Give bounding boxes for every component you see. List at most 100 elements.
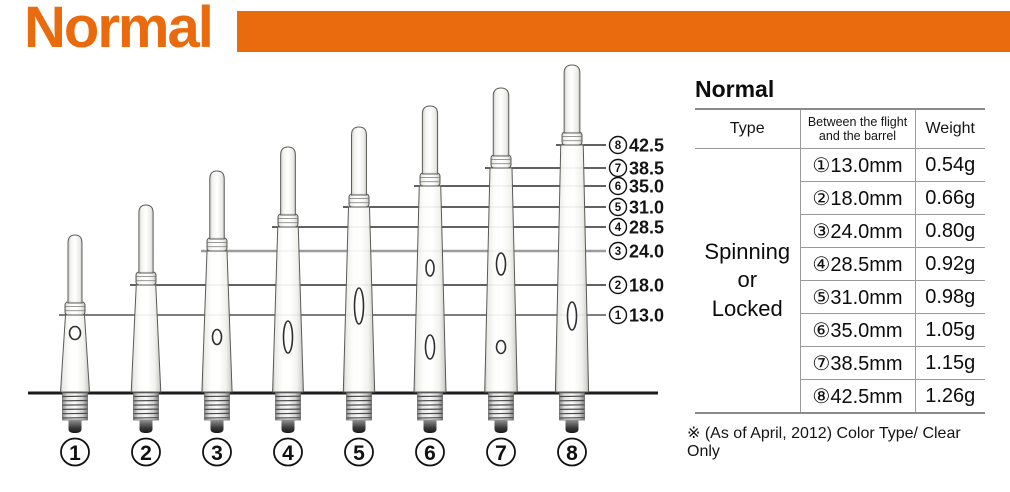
lock-hole [495, 252, 507, 276]
spec-table: Type Between the flight and the barrel W… [695, 108, 985, 414]
shaft-collar [64, 301, 86, 316]
svg-text:13.0: 13.0 [629, 306, 664, 326]
shaft-number-badge [60, 437, 90, 467]
size-label: 1 13.0 [608, 306, 664, 326]
svg-text:1: 1 [615, 310, 622, 322]
spec-note: ※ (As of April, 2012) Color Type/ Clear … [687, 425, 961, 460]
size-label: 4 28.5 [608, 218, 664, 238]
size-cell: ⑤31.0mm [799, 280, 916, 314]
shaft-screw-end [68, 420, 82, 433]
lock-hole [211, 328, 223, 346]
shaft-number-badge [202, 437, 232, 467]
svg-text:28.5: 28.5 [629, 218, 664, 238]
shaft-number: 3 [211, 442, 223, 465]
shaft-number: 5 [353, 442, 365, 465]
shaft-tip [563, 64, 581, 134]
shaft-screw [275, 392, 301, 421]
svg-text:6: 6 [615, 181, 621, 193]
svg-text:38.5: 38.5 [629, 159, 664, 179]
size-label: 2 18.0 [608, 276, 664, 296]
spec-row: ⑤31.0mm 0.98g [695, 280, 985, 314]
svg-text:7: 7 [615, 163, 621, 175]
shaft-collar [135, 271, 157, 286]
spec-row: ③24.0mm 0.80g [695, 214, 985, 248]
shaft-size-diagram: 1 2 3 4 5 6 7 81 13.02 18.03 24.04 28.55 31.06 35.07 3… [28, 64, 664, 467]
svg-text:18.0: 18.0 [629, 276, 664, 296]
svg-text:24.0: 24.0 [629, 242, 664, 262]
size-label: 5 31.0 [608, 198, 664, 218]
weight-cell: 1.15g [915, 346, 985, 380]
shaft-collar [206, 237, 228, 252]
spec-table-heading: Normal [695, 76, 775, 102]
shaft-number: 8 [566, 442, 578, 465]
shaft-screw-end [210, 420, 224, 433]
weight-cell: 0.98g [915, 280, 985, 314]
weight-cell: 1.26g [915, 379, 985, 413]
spec-row: ⑦38.5mm 1.15g [695, 346, 985, 380]
shaft-7: 7 [484, 87, 518, 467]
spec-row: ④28.5mm 0.92g [695, 247, 985, 281]
shaft-screw [204, 392, 230, 421]
svg-text:31.0: 31.0 [629, 198, 664, 218]
shaft-screw [417, 392, 443, 421]
shaft-screw [346, 392, 372, 421]
shaft-tip [492, 87, 510, 157]
shaft-screw [133, 392, 159, 421]
shaft-5: 5 [342, 126, 376, 467]
shaft-tip [138, 204, 154, 274]
size-labels: 1 13.02 18.03 24.04 28.55 31.06 35.07 38.58 42.5 [608, 136, 664, 326]
size-cell: ②18.0mm [799, 181, 916, 215]
spec-row: Spinning or Locked ①13.0mm 0.54g [695, 148, 985, 321]
lock-hole [424, 334, 436, 360]
shaft-collar [490, 154, 512, 169]
shaft-body [130, 284, 162, 393]
svg-text:8: 8 [615, 140, 622, 152]
size-label: 7 38.5 [608, 159, 664, 179]
svg-text:3: 3 [615, 246, 621, 258]
size-cell: ③24.0mm [799, 214, 916, 248]
shaft-number: 4 [282, 442, 294, 465]
lock-hole [495, 339, 507, 355]
size-label: 8 42.5 [608, 136, 664, 156]
shaft-screw [62, 392, 88, 421]
shaft-tip [421, 105, 439, 175]
shaft-tip [67, 234, 83, 304]
weight-cell: 0.54g [925, 153, 976, 176]
shaft-screw-end [139, 420, 153, 433]
shaft-number-badge [486, 437, 516, 467]
svg-text:35.0: 35.0 [629, 177, 664, 197]
lock-hole [282, 320, 294, 354]
weight-cell: 0.92g [915, 247, 985, 281]
shaft-2: 2 [130, 204, 162, 467]
shaft-8: 8 [554, 64, 590, 467]
svg-text:4: 4 [615, 222, 622, 234]
shaft-number-badge [273, 437, 303, 467]
title-accent-bar [237, 11, 1010, 52]
spec-row: ②18.0mm 0.66g [695, 181, 985, 215]
shaft-body [201, 250, 233, 393]
shaft-collar [277, 213, 299, 228]
shaft-screw-end [565, 420, 579, 433]
shaft-number-badge [415, 437, 445, 467]
shaft-number: 7 [495, 442, 507, 465]
weight-cell: 1.05g [915, 313, 985, 347]
shaft-collar [348, 193, 370, 208]
shaft-number-badge [344, 437, 374, 467]
shaft-body [272, 226, 304, 393]
shaft-number: 2 [140, 442, 152, 465]
weight-cell: 0.66g [915, 181, 985, 215]
shaft-1: 1 [59, 234, 91, 467]
size-cell: ①13.0mm [799, 148, 916, 182]
shaft-collar [419, 172, 441, 187]
shaft-screw-end [281, 420, 295, 433]
size-cell: ④28.5mm [799, 247, 916, 281]
shaft-number: 6 [424, 442, 436, 465]
spec-table-section: Normal Type Between the flight and the b… [686, 76, 996, 461]
shaft-body [413, 185, 447, 393]
spec-row: ⑥35.0mm 1.05g [695, 313, 985, 347]
spec-row: ⑧42.5mm 1.26g [695, 379, 985, 413]
shaft-4: 4 [272, 146, 304, 467]
svg-text:5: 5 [615, 202, 622, 214]
col-header-weight: Weight [915, 109, 985, 149]
